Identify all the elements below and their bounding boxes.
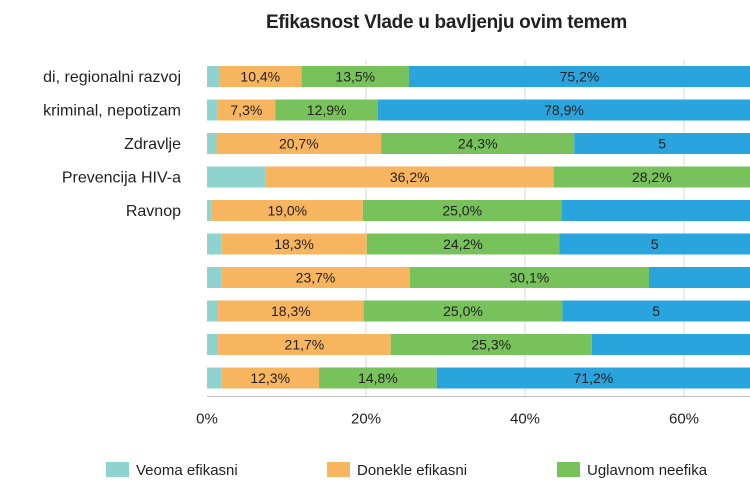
data-label: 36,2%: [390, 169, 430, 185]
category-label: di, regionalni razvoj: [43, 69, 181, 86]
bar-segment: [275, 99, 378, 121]
legend-swatch: [327, 462, 350, 477]
bar-segment: [591, 334, 750, 355]
bar-segment: [221, 367, 320, 389]
category-label: kriminal, nepotizam: [43, 103, 181, 120]
chart-title: Efikasnost Vlade u bavljenju ovim temem: [266, 12, 628, 33]
bar-segment: [207, 233, 222, 255]
data-label: 10,4%: [240, 69, 280, 85]
data-label: 71,2%: [574, 370, 614, 386]
bar-segment: [265, 166, 554, 188]
bar-segment: [553, 166, 750, 188]
x-tick-label: 20%: [351, 411, 381, 428]
data-label: 30,1%: [510, 270, 550, 286]
bar-segment: [363, 300, 563, 322]
legend-swatch: [557, 462, 580, 477]
legend-label: Donekle efikasni: [357, 462, 467, 479]
data-label: 19,0%: [267, 203, 307, 219]
x-tick-label: 40%: [510, 411, 540, 428]
bar-segment: [381, 133, 575, 154]
data-label: 5: [651, 236, 659, 252]
bar-segment: [366, 233, 560, 255]
bar-segment: [207, 300, 219, 322]
data-label: 24,2%: [443, 236, 483, 252]
data-label: 23,7%: [296, 270, 336, 286]
bar-segment: [221, 233, 367, 255]
bar-segment: [562, 300, 750, 322]
bar-segment: [216, 133, 382, 154]
bar-segment: [436, 367, 750, 389]
bar-segment: [301, 66, 409, 87]
bar-segment: [218, 66, 302, 87]
data-label: 25,3%: [471, 337, 511, 353]
x-tick-label: 0%: [196, 411, 218, 428]
bar-segment: [559, 233, 750, 255]
data-label: 21,7%: [285, 337, 325, 353]
bar-segment: [319, 367, 437, 389]
legend: Veoma efikasni Donekle efikasni Uglavnom n…: [106, 462, 708, 479]
data-label: 14,8%: [358, 370, 398, 386]
bar-segment: [207, 367, 222, 389]
bar-segment: [207, 334, 219, 355]
data-label: 24,3%: [458, 136, 498, 152]
x-tick-label: 60%: [669, 411, 699, 428]
data-label: 25,0%: [442, 203, 482, 219]
data-label: 75,2%: [560, 69, 600, 85]
data-label: 20,7%: [279, 136, 319, 152]
legend-label: Veoma efikasni: [136, 462, 238, 479]
category-label: Zdravlje: [124, 136, 181, 153]
bar-segment: [207, 267, 222, 288]
data-label: 12,9%: [307, 102, 347, 118]
bar-segment: [207, 99, 218, 121]
bar-segment: [574, 133, 750, 154]
data-label: 18,3%: [271, 303, 311, 319]
bars: 10,4% 13,5% 75,2% 7,3% 12,9% 78,9% 20,7% 24,3% 5…: [207, 66, 750, 389]
data-label: 25,0%: [443, 303, 483, 319]
data-label: 18,3%: [274, 236, 314, 252]
bar-segment: [217, 99, 276, 121]
data-label: 7,3%: [230, 102, 262, 118]
data-label: 5: [652, 303, 660, 319]
data-label: 78,9%: [544, 102, 584, 118]
bar-segment: [408, 66, 750, 87]
bar-segment: [390, 334, 592, 355]
bar-segment: [362, 200, 562, 221]
bar-segment: [561, 200, 750, 221]
data-label: 12,3%: [250, 370, 290, 386]
category-label: Prevencija HIV-a: [62, 170, 181, 187]
bar-segment: [211, 200, 363, 221]
bar-segment: [377, 99, 750, 121]
data-label: 5: [658, 136, 666, 152]
bar-segment: [218, 334, 391, 355]
legend-swatch: [106, 462, 129, 477]
bar-segment: [218, 300, 364, 322]
bar-segment: [207, 133, 217, 154]
bar-segment: [207, 200, 212, 221]
bar-segment: [207, 166, 266, 188]
data-label: 28,2%: [632, 169, 672, 185]
bar-segment: [207, 66, 219, 87]
legend-label: Uglavnom neefika: [587, 462, 708, 479]
bar-segment: [221, 267, 410, 288]
data-label: 13,5%: [335, 69, 375, 85]
bar-segment: [649, 267, 750, 288]
bar-segment: [409, 267, 650, 288]
category-label: Ravnop: [126, 203, 181, 220]
x-axis: di, regionalni razvoj kriminal, nepotizam…: [43, 69, 750, 428]
